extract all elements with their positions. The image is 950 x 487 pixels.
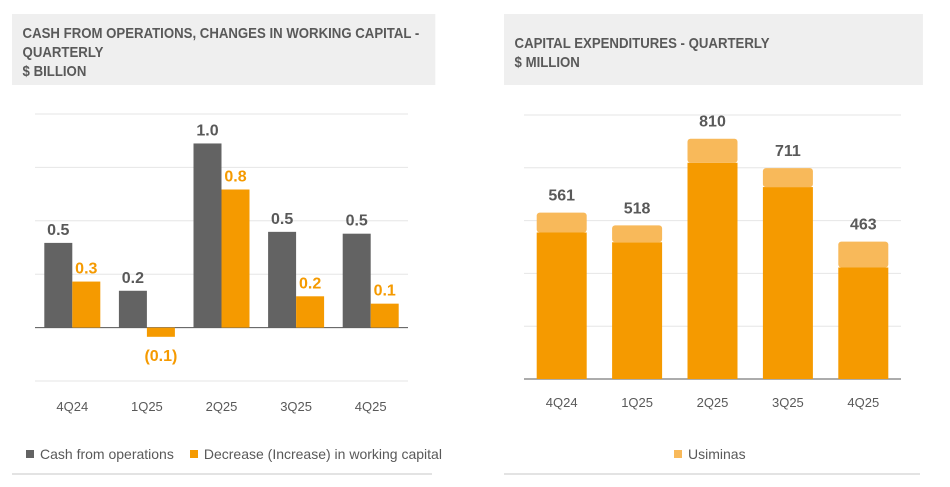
left-x-tick-label: 4Q24 [56,399,88,414]
left-bar-working-capital [370,303,399,328]
left-x-tick-label: 2Q25 [206,399,238,414]
right-bar-usiminas [612,225,663,243]
left-data-label: 0.1 [374,283,396,300]
left-data-label: 0.5 [271,211,293,228]
left-bar-cash [342,233,371,328]
left-bar-working-capital [72,281,101,328]
right-bar-usiminas [687,138,738,163]
right-bar-other [536,232,587,379]
right-x-tick-label: 2Q25 [697,395,729,410]
left-data-label: 0.8 [224,168,246,185]
right-total-label: 518 [624,200,651,217]
right-footer-line [504,473,920,475]
legend-label-usiminas: Usiminas [688,446,746,462]
left-data-label: (0.1) [144,348,177,365]
legend-swatch-working-capital [189,450,198,458]
left-data-label: 0.2 [299,275,321,292]
left-data-label: 0.2 [122,270,144,287]
right-bar-other [762,187,813,379]
right-total-label: 711 [775,143,801,160]
left-data-label: 0.5 [47,222,69,239]
right-bar-usiminas [536,212,587,233]
left-data-label: 1.0 [196,122,218,139]
legend-label-cash: Cash from operations [40,446,174,462]
right-bar-usiminas [762,168,813,188]
right-x-tick-label: 4Q24 [546,395,578,410]
right-legend: Usiminas [674,446,746,462]
left-data-label: 0.3 [75,261,97,278]
right-bar-other [612,242,663,379]
left-x-tick-label: 1Q25 [131,399,163,414]
left-bar-cash [44,242,73,328]
left-bar-working-capital [146,327,175,337]
right-x-tick-label: 4Q25 [847,395,879,410]
right-chart-unit: $ MILLION [514,54,580,71]
legend-swatch-cash [26,450,34,458]
right-x-tick-label: 1Q25 [621,395,653,410]
right-total-label: 463 [850,217,877,234]
left-data-label: 0.5 [346,213,368,230]
right-bar-usiminas [838,241,889,268]
left-bar-cash [193,143,222,328]
left-bar-working-capital [296,296,325,328]
right-chart-header: CAPITAL EXPENDITURES - QUARTERLY $ MILLI… [504,14,923,85]
left-bar-cash [118,290,147,328]
left-x-tick-label: 3Q25 [280,399,312,414]
right-total-label: 561 [548,188,575,205]
left-chart-title: CASH FROM OPERATIONS, CHANGES IN WORKING… [22,25,420,42]
right-total-label: 810 [699,114,726,131]
left-bar-working-capital [221,189,250,328]
left-footer-line [12,473,432,475]
legend-label-working-capital: Decrease (Increase) in working capital [203,446,442,462]
left-chart-unit: $ BILLION [22,63,87,80]
right-bar-other [838,267,889,379]
left-chart-title-line2: QUARTERLY [22,44,104,61]
right-x-tick-label: 3Q25 [772,395,804,410]
right-chart-title: CAPITAL EXPENDITURES - QUARTERLY [514,35,770,52]
left-legend: Cash from operations Decrease (Increase)… [26,446,442,462]
left-x-tick-label: 4Q25 [355,399,387,414]
left-bar-cash [268,231,297,328]
left-chart-header: CASH FROM OPERATIONS, CHANGES IN WORKING… [12,14,436,85]
legend-swatch-usiminas [674,450,682,458]
right-bar-other [687,162,738,379]
